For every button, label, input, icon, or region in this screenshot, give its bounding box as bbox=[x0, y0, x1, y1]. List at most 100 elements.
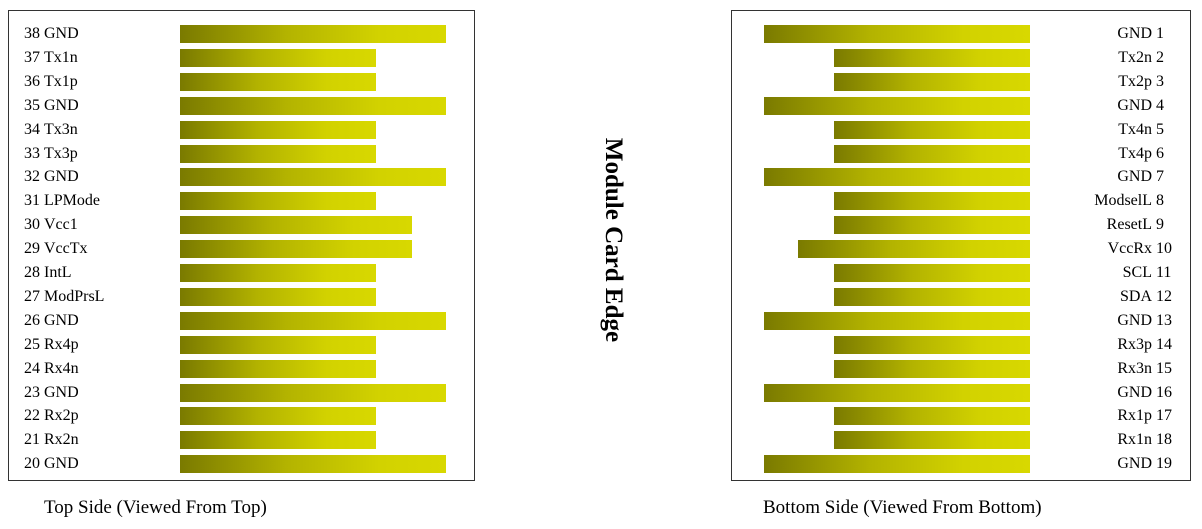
pin-name: GND bbox=[44, 96, 79, 114]
bottom-pin-row: VccRx 10 bbox=[732, 239, 1190, 259]
bottom-pin-row: Tx4p 6 bbox=[732, 144, 1190, 164]
module-card-edge-label: Module Card Edge bbox=[600, 137, 627, 343]
pin-number: 29 bbox=[24, 240, 40, 258]
bottom-pin-row: Tx4n 5 bbox=[732, 120, 1190, 140]
pin-name: Tx4n bbox=[1118, 120, 1152, 138]
top-pin-row: 24 Rx4n bbox=[9, 359, 474, 379]
bottom-pin-label: SDA 12 bbox=[1120, 288, 1174, 306]
top-pin-label: 27 ModPrsL bbox=[24, 288, 104, 306]
top-pin-row: 38 GND bbox=[9, 24, 474, 44]
bottom-pin-contact-short bbox=[834, 144, 1030, 163]
bottom-pin-label: Tx4p 6 bbox=[1118, 145, 1174, 163]
bottom-pin-contact-long bbox=[764, 455, 1030, 474]
pin-number: 7 bbox=[1156, 168, 1164, 186]
top-pin-label: 21 Rx2n bbox=[24, 431, 79, 449]
pin-number: 20 bbox=[24, 455, 40, 473]
bottom-pin-label: Tx2p 3 bbox=[1118, 73, 1174, 91]
pin-number: 38 bbox=[24, 25, 40, 42]
pin-number: 12 bbox=[1156, 287, 1172, 305]
bottom-pin-row: GND 19 bbox=[732, 454, 1190, 474]
bottom-pin-label: GND 4 bbox=[1117, 97, 1174, 115]
bottom-side-panel: GND 1 Tx2n 2 Tx2p 3 GND 4 Tx4n 5 Tx4p 6 GND 7 M… bbox=[731, 10, 1191, 481]
pin-name: SDA bbox=[1119, 287, 1152, 305]
top-pin-contact-short bbox=[180, 264, 376, 282]
top-side-panel: 38 GND 37 Tx1n 36 Tx1p 35 GND 34 Tx3n 33 Tx3p… bbox=[8, 10, 475, 481]
bottom-pin-label: SCL 11 bbox=[1123, 264, 1174, 282]
bottom-pin-row: GND 4 bbox=[732, 96, 1190, 116]
top-pin-contact-short bbox=[180, 407, 376, 426]
bottom-pin-contact-short bbox=[834, 120, 1030, 139]
top-pin-label: 23 GND bbox=[24, 384, 79, 402]
top-pin-row: 29 VccTx bbox=[9, 239, 474, 259]
top-pin-label: 33 Tx3p bbox=[24, 145, 78, 163]
pin-number: 37 bbox=[24, 48, 40, 66]
pin-number: 30 bbox=[24, 216, 40, 234]
bottom-pin-label: GND 19 bbox=[1117, 455, 1174, 473]
bottom-pin-row: Rx3n 15 bbox=[732, 359, 1190, 379]
top-pin-row: 20 GND bbox=[9, 454, 474, 474]
bottom-pin-row: Tx2p 3 bbox=[732, 72, 1190, 92]
pin-number: 21 bbox=[24, 431, 40, 449]
bottom-pin-row: ModselL 8 bbox=[732, 191, 1190, 211]
top-pin-contact-medium bbox=[180, 240, 412, 259]
top-pin-contact-short bbox=[180, 48, 376, 67]
top-pin-row: 32 GND bbox=[9, 167, 474, 187]
bottom-pin-contact-long bbox=[764, 311, 1030, 330]
pin-number: 33 bbox=[24, 144, 40, 162]
bottom-pin-label: GND 7 bbox=[1117, 168, 1174, 186]
pin-number: 22 bbox=[24, 407, 40, 425]
pin-name: Tx2p bbox=[1118, 72, 1152, 90]
bottom-pin-label: GND 16 bbox=[1117, 384, 1174, 402]
top-pin-contact-long bbox=[180, 311, 446, 330]
pin-number: 25 bbox=[24, 335, 40, 353]
pin-name: ModPrsL bbox=[44, 287, 105, 305]
top-pin-contact-short bbox=[180, 120, 376, 139]
top-pin-contact-short bbox=[180, 335, 376, 354]
top-pin-row: 22 Rx2p bbox=[9, 406, 474, 426]
top-pin-row: 28 IntL bbox=[9, 263, 474, 283]
top-pin-contact-long bbox=[180, 168, 446, 187]
pin-number: 35 bbox=[24, 96, 40, 114]
bottom-side-caption: Bottom Side (Viewed From Bottom) bbox=[763, 497, 1042, 518]
top-pin-label: 30 Vcc1 bbox=[24, 216, 78, 234]
top-pin-contact-long bbox=[180, 96, 446, 115]
bottom-pin-row: Tx2n 2 bbox=[732, 48, 1190, 68]
bottom-pin-row: ResetL 9 bbox=[732, 215, 1190, 235]
top-pin-row: 31 LPMode bbox=[9, 191, 474, 211]
top-pin-label: 20 GND bbox=[24, 455, 79, 473]
pin-number: 1 bbox=[1156, 25, 1164, 42]
top-pin-row: 37 Tx1n bbox=[9, 48, 474, 68]
top-pin-row: 26 GND bbox=[9, 311, 474, 331]
bottom-pin-row: Rx1p 17 bbox=[732, 406, 1190, 426]
pin-number: 32 bbox=[24, 168, 40, 186]
bottom-pin-label: Rx1p 17 bbox=[1117, 407, 1174, 425]
bottom-pin-label: Rx1n 18 bbox=[1117, 431, 1174, 449]
bottom-pin-row: Rx1n 18 bbox=[732, 430, 1190, 450]
pin-name: LPMode bbox=[44, 192, 100, 210]
bottom-pin-contact-long bbox=[764, 96, 1030, 115]
pin-name: GND bbox=[1117, 25, 1152, 42]
top-pin-row: 27 ModPrsL bbox=[9, 287, 474, 307]
pin-number: 36 bbox=[24, 72, 40, 90]
bottom-pin-label: ResetL 9 bbox=[1107, 216, 1174, 234]
bottom-pin-row: Rx3p 14 bbox=[732, 335, 1190, 355]
top-pin-label: 32 GND bbox=[24, 168, 79, 186]
top-pin-contact-short bbox=[180, 144, 376, 163]
bottom-pin-contact-short bbox=[834, 264, 1030, 282]
bottom-pin-contact-short bbox=[834, 335, 1030, 354]
pin-number: 17 bbox=[1156, 407, 1172, 425]
bottom-pin-contact-short bbox=[834, 431, 1030, 450]
pin-name: GND bbox=[44, 168, 79, 186]
pin-name: Rx3p bbox=[1117, 335, 1152, 353]
top-pin-row: 30 Vcc1 bbox=[9, 215, 474, 235]
bottom-pin-row: SCL 11 bbox=[732, 263, 1190, 283]
bottom-pin-row: GND 13 bbox=[732, 311, 1190, 331]
pin-name: Rx4p bbox=[44, 335, 79, 353]
top-pin-contact-long bbox=[180, 25, 446, 43]
pin-name: SCL bbox=[1122, 264, 1152, 281]
pin-number: 16 bbox=[1156, 383, 1172, 401]
pin-name: ResetL bbox=[1106, 216, 1152, 234]
top-pin-row: 36 Tx1p bbox=[9, 72, 474, 92]
top-pin-contact-medium bbox=[180, 216, 412, 235]
pin-number: 28 bbox=[24, 264, 40, 281]
